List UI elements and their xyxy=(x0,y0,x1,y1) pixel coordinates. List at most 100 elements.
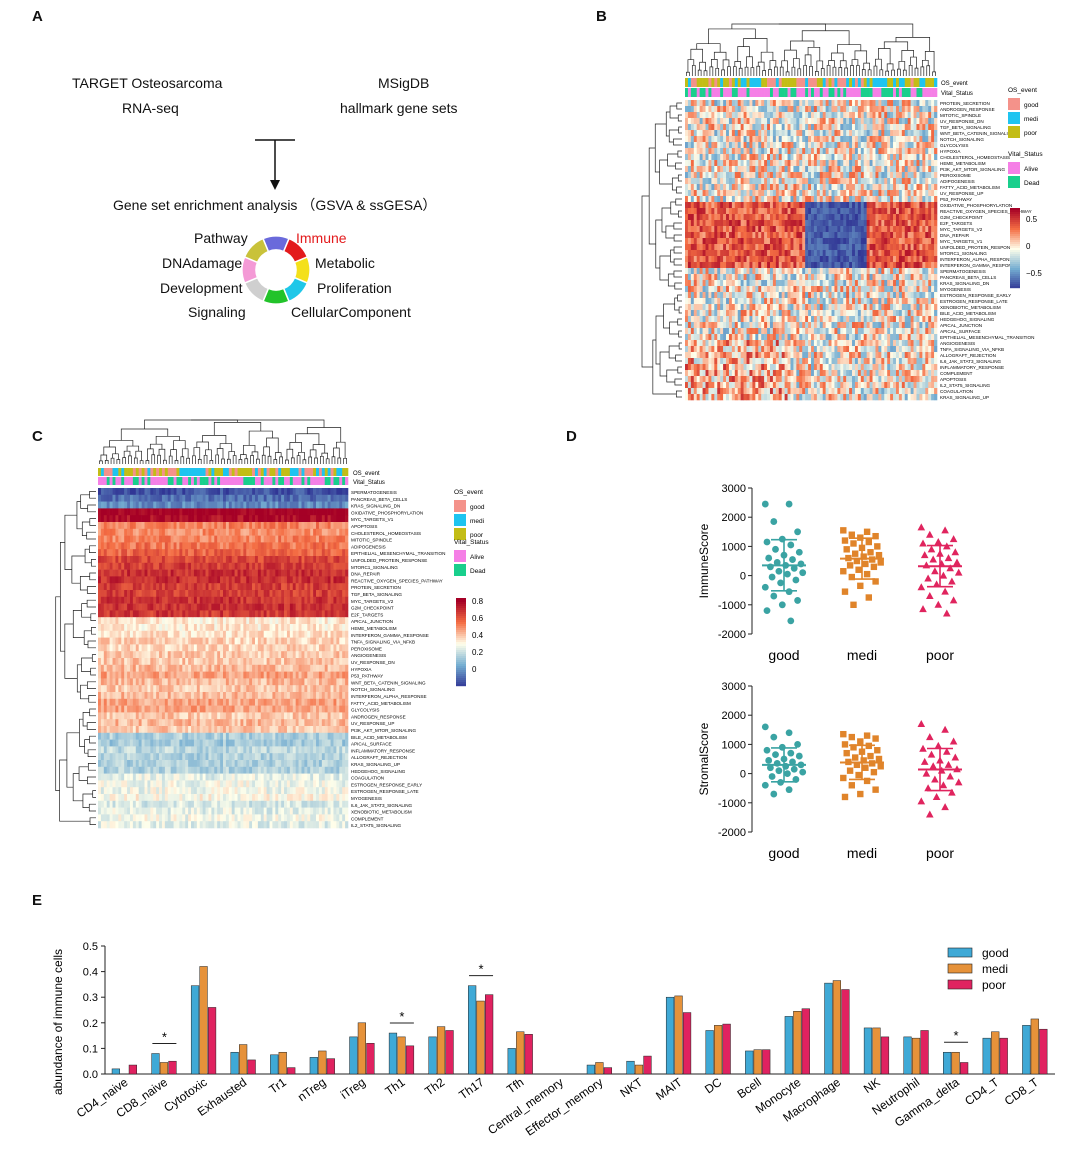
legend-label-medi: medi xyxy=(982,962,1008,976)
stromal-point xyxy=(857,738,864,745)
c-legend-label-good: good xyxy=(470,504,485,511)
stromal-point xyxy=(852,754,859,761)
c-legend-vital-title: Vital_Status xyxy=(454,539,489,546)
panel-label-e: E xyxy=(32,892,43,909)
bar-y-tick-label: 0.5 xyxy=(83,941,98,953)
stromal-point xyxy=(932,792,941,800)
immune-point xyxy=(761,583,769,591)
c-row-label: APICAL_SURFACE xyxy=(351,742,392,747)
immune-point xyxy=(853,557,861,565)
immune-point xyxy=(763,538,771,546)
stromal-score-plot: -2000 -1000 0 1000 2000 3000 StromalScore good m… xyxy=(697,681,963,861)
immune-point xyxy=(840,527,847,534)
immune-point xyxy=(784,570,791,578)
b-row-label: NOTCH_SIGNALING xyxy=(940,137,984,142)
stromal-point xyxy=(765,757,773,764)
b-legend-os-title: OS_event xyxy=(1008,87,1037,94)
immune-point xyxy=(951,548,960,556)
immune-point xyxy=(949,535,958,543)
immune-point xyxy=(855,566,862,573)
bar-medi-Effector_memory xyxy=(595,1062,604,1075)
b-row-label: IL6_JAK_STAT3_SIGNALING xyxy=(940,359,1002,364)
immune-point xyxy=(790,564,798,572)
bar-medi-Bcell xyxy=(753,1049,762,1075)
bar-good-Gamma_delta xyxy=(943,1051,952,1075)
immune-point xyxy=(920,551,929,559)
bar-x-label-Bcell: Bcell xyxy=(735,1075,764,1101)
c-row-labels: SPERMATOGENESIS PANCREAS_BETA_CELLS KRAS_S… xyxy=(351,490,445,828)
c-row-label: ESTROGEN_RESPONSE_LATE xyxy=(351,789,419,794)
c-row-label: SPERMATOGENESIS xyxy=(351,490,397,495)
category-metabolic: Metabolic xyxy=(315,255,375,271)
bar-good-iTreg xyxy=(349,1036,358,1075)
b-row-label: COAGULATION xyxy=(940,389,973,394)
b-row-label: TGF_BETA_SIGNALING xyxy=(940,125,991,130)
b-row-label: KRAS_SIGNALING_DN xyxy=(940,281,989,286)
b-row-label: WNT_BETA_CATENIN_SIGNALING xyxy=(940,131,1015,136)
c-row-label: INFLAMMATORY_RESPONSE xyxy=(351,748,415,753)
bar-good-Exhausted xyxy=(230,1051,239,1075)
immune-point xyxy=(919,605,927,613)
bar-medi-Gamma_delta xyxy=(951,1051,960,1075)
stromal-point xyxy=(857,790,864,798)
immune-point xyxy=(785,588,793,596)
bar-x-label-DC: DC xyxy=(702,1075,725,1097)
c-row-label: GLYCOLYSIS xyxy=(351,708,379,713)
immune-point xyxy=(860,553,867,560)
b-row-label: UV_RESPONSE_UP xyxy=(940,191,983,196)
immune-point xyxy=(929,555,937,563)
bar-poor-Th1 xyxy=(405,1045,415,1075)
b-scale-tick: 0.5 xyxy=(1026,215,1038,224)
b-scale-tick: −0.5 xyxy=(1026,269,1042,278)
b-legend-label-dead: Dead xyxy=(1024,180,1040,187)
bar-poor-Monocyte xyxy=(801,1008,810,1075)
c-row-dendrogram xyxy=(55,491,96,825)
stromal-point xyxy=(789,758,796,766)
category-signaling: Signaling xyxy=(188,304,246,320)
c-row-label: MYC_TARGETS_V2 xyxy=(351,599,394,604)
stromal-point xyxy=(870,768,878,776)
stromal-point xyxy=(785,786,793,794)
immune-point xyxy=(792,576,800,584)
bar-medi-Th1 xyxy=(397,1036,406,1075)
bar-x-label-iTreg: iTreg xyxy=(338,1075,368,1102)
stromal-point xyxy=(767,764,774,772)
bar-x-label-Th1: Th1 xyxy=(383,1075,408,1099)
immune-point xyxy=(794,528,801,536)
c-row-label: PI3K_AKT_MTOR_SIGNALING xyxy=(351,728,416,733)
c-row-label: HEDGEHOG_SIGNALING xyxy=(351,769,406,774)
b-row-label: XENOBIOTIC_METABOLISM xyxy=(940,305,1001,310)
immune-x-label-good: good xyxy=(768,647,799,663)
stromal-point xyxy=(846,767,854,774)
bar-poor-Neutrophil xyxy=(920,1030,929,1075)
stromal-point xyxy=(863,777,871,785)
bar-medi-CD4_T xyxy=(991,1031,1000,1075)
c-row-label: KRAS_SIGNALING_DN xyxy=(351,504,400,509)
immune-point xyxy=(919,539,927,547)
bar-good-Neutrophil xyxy=(903,1036,912,1075)
stromal-point xyxy=(862,764,869,771)
b-legend-swatch-poor xyxy=(1008,126,1020,138)
b-scale-tick: 0 xyxy=(1026,242,1031,251)
b-row-label: HEME_METABOLISM xyxy=(940,161,986,166)
c-row-label: MITOTIC_SPINDLE xyxy=(351,538,392,543)
immune-point xyxy=(922,561,931,569)
immune-point xyxy=(949,596,958,604)
stromal-point xyxy=(943,747,951,755)
bar-good-Tr1 xyxy=(270,1054,279,1075)
stromal-point xyxy=(917,719,926,727)
immune-y-tick-label: -2000 xyxy=(718,629,746,641)
immune-y-tick-label: -1000 xyxy=(718,600,746,612)
stromal-point xyxy=(855,771,862,779)
bar-poor-CD8_naive xyxy=(168,1060,177,1075)
immune-x-label-poor: poor xyxy=(926,647,954,663)
panel-label-b: B xyxy=(596,8,607,25)
b-row-label: ESTROGEN_RESPONSE_EARLY xyxy=(940,293,1011,298)
stromal-point xyxy=(926,733,934,741)
bar-medi-CD8_naive xyxy=(159,1062,169,1075)
c-row-label: P53_PATHWAY xyxy=(351,674,383,679)
c-legend-label-poor: poor xyxy=(470,532,484,539)
bar-poor-NKT xyxy=(643,1055,652,1075)
significance-mark-Th1: * xyxy=(399,1009,404,1024)
b-row-label: EPITHELIAL_MESENCHYMAL_TRANSITION xyxy=(940,335,1034,340)
